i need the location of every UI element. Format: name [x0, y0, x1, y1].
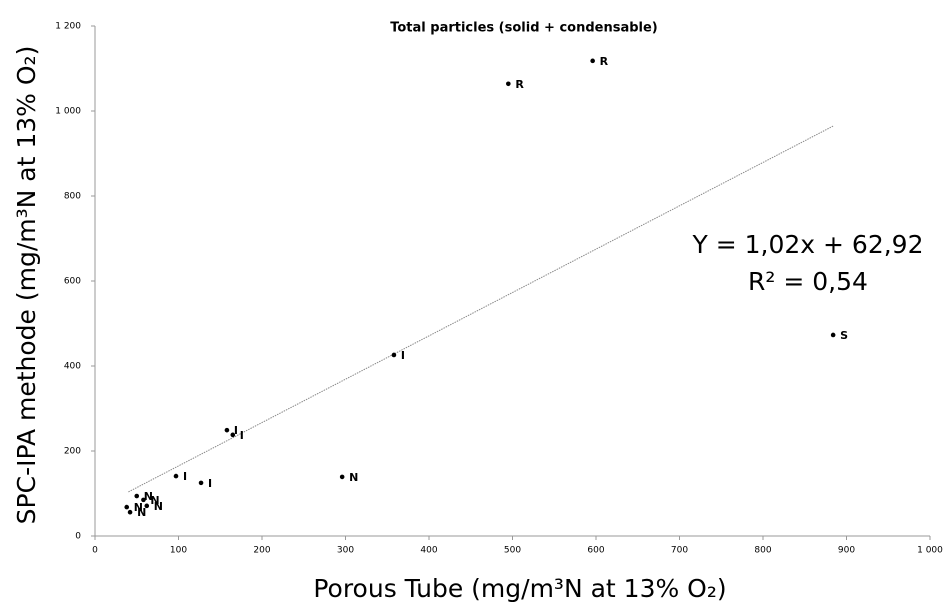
chart-title: Total particles (solid + condensable) — [390, 21, 658, 36]
x-tick-label: 600 — [587, 546, 604, 556]
point — [224, 427, 230, 433]
r-squared: R² = 0,54 — [748, 267, 868, 296]
point-label: R — [600, 55, 609, 68]
equation: Y = 1,02x + 62,92 — [692, 230, 924, 259]
point-label: N — [150, 494, 159, 507]
point-label: S — [840, 329, 848, 342]
x-tick-label: 300 — [337, 546, 354, 556]
point — [506, 81, 511, 87]
y-axis-title: SPC-IPA methode (mg/m³N at 13% O₂) — [12, 46, 41, 525]
point — [830, 332, 836, 338]
point — [141, 497, 146, 503]
point — [230, 432, 236, 438]
x-tick-label: 1 000 — [917, 546, 943, 556]
y-tick-label: 400 — [64, 362, 81, 372]
x-tick-label: 0 — [92, 546, 98, 556]
point — [134, 493, 140, 499]
point — [339, 474, 345, 480]
point — [198, 480, 204, 486]
point — [590, 58, 595, 64]
y-tick-label: 600 — [64, 277, 81, 287]
point-label: N — [134, 501, 143, 514]
y-tick-label: 1 200 — [55, 22, 81, 32]
x-axis-title: Porous Tube (mg/m³N at 13% O₂) — [313, 574, 726, 603]
x-tick-label: 200 — [253, 546, 270, 556]
y-tick-label: 200 — [64, 447, 81, 457]
point-label: I — [208, 477, 212, 490]
point — [173, 473, 179, 479]
y-tick-label: 800 — [64, 192, 81, 202]
point — [127, 509, 133, 515]
y-tick-label: 1 000 — [55, 107, 81, 117]
point — [144, 503, 150, 509]
point-label: N — [137, 506, 146, 519]
point-label: I — [234, 424, 238, 437]
point-label: I — [183, 470, 187, 483]
x-tick-label: 900 — [838, 546, 855, 556]
point — [124, 504, 130, 510]
point-label: I — [240, 429, 244, 442]
point-label: R — [515, 78, 524, 91]
x-tick-label: 100 — [170, 546, 187, 556]
point-label: N — [144, 490, 153, 503]
x-tick-label: 700 — [671, 546, 688, 556]
point-label: I — [401, 349, 405, 362]
y-tick-label: 0 — [75, 532, 81, 542]
x-tick-label: 800 — [754, 546, 771, 556]
point-label: N — [154, 500, 163, 513]
point-label: N — [349, 471, 358, 484]
x-tick-label: 400 — [420, 546, 437, 556]
x-tick-label: 500 — [504, 546, 521, 556]
point — [391, 352, 397, 358]
